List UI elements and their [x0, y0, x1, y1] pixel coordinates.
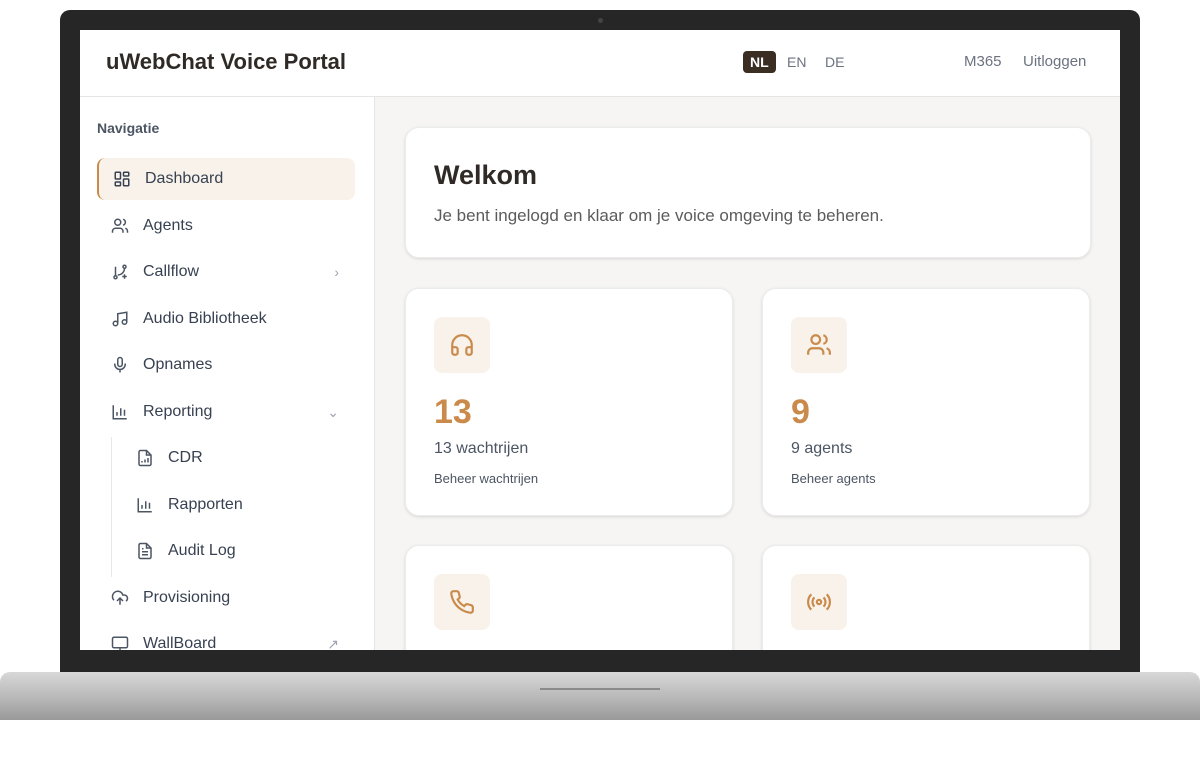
welcome-card: Welkom Je bent ingelogd en klaar om je v…: [405, 127, 1091, 258]
stat-value: 13: [434, 393, 472, 431]
bar-chart-icon: [137, 498, 152, 513]
manage-agents-link[interactable]: Beheer agents: [791, 471, 876, 486]
laptop-base: [0, 672, 1200, 720]
sidebar-item-provisioning[interactable]: Provisioning: [97, 577, 355, 619]
app-title: uWebChat Voice Portal: [106, 49, 347, 74]
stat-value: 9: [791, 393, 810, 431]
chevron-right-icon: ›: [334, 264, 339, 280]
broadcast-icon: [807, 593, 831, 611]
sidebar-item-wallboard[interactable]: WallBoard ↗: [97, 623, 355, 650]
lang-de-button[interactable]: DE: [825, 54, 845, 70]
welcome-subtitle: Je bent ingelogd en klaar om je voice om…: [434, 206, 884, 225]
lang-en-button[interactable]: EN: [787, 54, 807, 70]
sidebar-item-reporting[interactable]: Reporting ⌄: [97, 391, 355, 433]
sidebar-item-cdr[interactable]: CDR: [120, 437, 355, 479]
icon-box: [434, 574, 490, 630]
sidebar-item-label: Agents: [143, 217, 193, 234]
stat-label: 9 agents: [791, 440, 853, 457]
sidebar-item-audit-log[interactable]: Audit Log: [120, 530, 355, 572]
stat-card-agents[interactable]: 9 9 agents Beheer agents: [762, 288, 1090, 516]
app-screen: uWebChat Voice Portal NL EN DE M365 Uitl…: [80, 30, 1120, 650]
sidebar-item-label: WallBoard: [143, 635, 217, 650]
stat-card-live[interactable]: [762, 545, 1090, 650]
sidebar-item-rapporten[interactable]: Rapporten: [120, 484, 355, 526]
camera: [598, 18, 603, 23]
nav-heading: Navigatie: [97, 120, 160, 136]
base-notch: [540, 688, 660, 690]
bar-chart-icon: [112, 405, 127, 420]
manage-queues-link[interactable]: Beheer wachtrijen: [434, 471, 539, 486]
lang-nl-button[interactable]: NL: [743, 51, 776, 73]
sidebar-item-label: CDR: [168, 449, 203, 466]
chevron-down-icon: ⌄: [327, 403, 339, 420]
stat-card-calls[interactable]: [405, 545, 733, 650]
sidebar-item-label: Audio Bibliotheek: [143, 310, 267, 327]
sidebar-item-callflow[interactable]: Callflow ›: [97, 251, 355, 293]
sidebar-item-label: Dashboard: [145, 170, 224, 187]
dashboard-icon: [114, 171, 130, 187]
workflow-icon: [113, 264, 127, 280]
stat-card-queues[interactable]: 13 13 wachtrijen Beheer wachtrijen: [405, 288, 733, 516]
phone-icon: [450, 590, 474, 614]
header: uWebChat Voice Portal NL EN DE M365 Uitl…: [80, 30, 1120, 97]
welcome-title: Welkom: [434, 160, 538, 190]
sidebar-item-agents[interactable]: Agents: [97, 205, 355, 247]
sidebar-item-audio[interactable]: Audio Bibliotheek: [97, 298, 355, 340]
icon-box: [791, 317, 847, 373]
submenu-line: [111, 437, 112, 577]
stat-label: 13 wachtrijen: [434, 440, 529, 457]
headphones-icon: [451, 334, 473, 356]
sidebar-item-label: Rapporten: [168, 496, 243, 513]
sidebar-item-label: Opnames: [143, 356, 213, 373]
sidebar-item-label: Provisioning: [143, 589, 231, 606]
monitor-icon: [111, 636, 129, 650]
icon-box: [791, 574, 847, 630]
sidebar-item-label: Callflow: [143, 263, 200, 280]
microphone-icon: [114, 356, 126, 373]
file-chart-icon: [138, 449, 152, 467]
file-text-icon: [138, 542, 152, 560]
sidebar-item-label: Audit Log: [168, 542, 236, 559]
music-icon: [112, 311, 128, 327]
logout-link[interactable]: Uitloggen: [1023, 53, 1087, 70]
users-icon: [111, 218, 129, 233]
m365-link[interactable]: M365: [964, 53, 1002, 70]
external-link-icon: ↗: [327, 635, 339, 651]
sidebar-item-dashboard[interactable]: Dashboard: [97, 158, 355, 200]
icon-box: [434, 317, 490, 373]
sidebar-item-label: Reporting: [143, 403, 213, 420]
users-icon: [807, 334, 831, 355]
cloud-upload-icon: [111, 590, 129, 605]
sidebar: Navigatie Dashboard Agents Callflow › Aud…: [80, 97, 375, 650]
sidebar-item-opnames[interactable]: Opnames: [97, 344, 355, 386]
